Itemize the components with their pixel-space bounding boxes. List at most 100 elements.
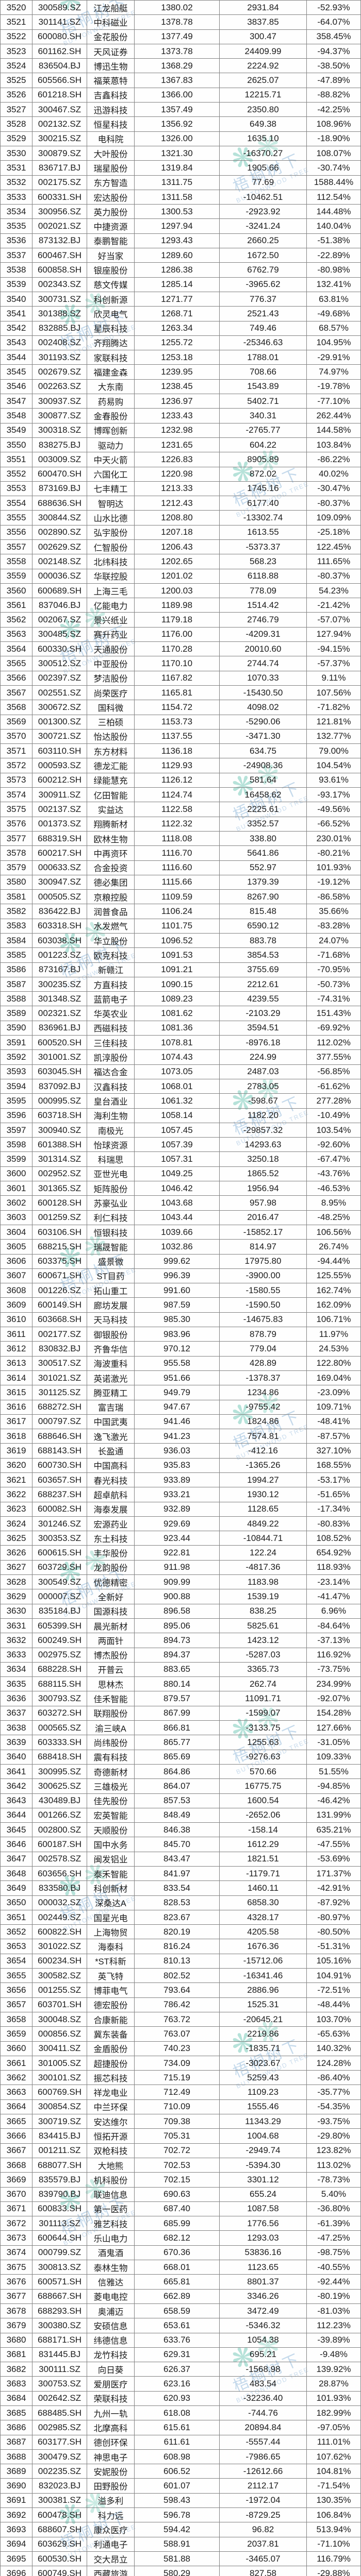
table-row: 3558 002148.SZ 北纬科技 1202.65 568.23 111.6…: [1, 554, 361, 569]
table-row: 3535 002021.SZ 中捷资源 1297.94 -3241.24 140…: [1, 219, 361, 234]
cell-stock-name: 合金投资: [87, 860, 135, 875]
cell-value-previous: 53836.16: [220, 2245, 307, 2261]
cell-value-previous: -5373.37: [220, 539, 307, 555]
cell-stock-code: 300549.SZ: [32, 1575, 87, 1590]
cell-stock-code: 300485.SZ: [32, 627, 87, 642]
cell-rank: 3621: [1, 1472, 32, 1488]
cell-stock-code: 688293.SH: [32, 2303, 87, 2319]
cell-stock-name: 奥浦迈: [87, 2303, 135, 2319]
cell-stock-code: 000036.SZ: [32, 569, 87, 584]
cell-value-current: 1226.83: [135, 452, 220, 467]
table-row: 3525 605566.SH 福莱蒽特 1367.83 2625.07 -47.…: [1, 73, 361, 88]
cell-change-percent: -87.57%: [307, 1429, 361, 1444]
table-row: 3626 600615.SH 丰华股份 922.81 122.24 654.92…: [1, 1546, 361, 1561]
cell-value-previous: -9755.42: [220, 1400, 307, 1415]
cell-value-current: 710.09: [135, 2099, 220, 2115]
cell-stock-code: 603657.SH: [32, 1472, 87, 1488]
cell-value-previous: 2016.47: [220, 1210, 307, 1225]
cell-stock-code: 300318.SZ: [32, 423, 87, 438]
cell-value-current: 1058.14: [135, 1108, 220, 1123]
cell-stock-name: 腾亚精工: [87, 1385, 135, 1400]
cell-value-previous: 1087.58: [220, 2201, 307, 2217]
cell-stock-code: 603668.SH: [32, 1312, 87, 1328]
cell-value-previous: 12215.71: [220, 88, 307, 103]
cell-change-percent: 63.81%: [307, 292, 361, 307]
table-row: 3524 836504.BJ 博迅生物 1368.29 2224.92 -38.…: [1, 59, 361, 74]
cell-stock-name: 海波重科: [87, 1356, 135, 1371]
cell-change-percent: -52.93%: [307, 1, 361, 15]
table-row: 3581 000505.SZ 京粮控股 1109.59 8267.90 -86.…: [1, 890, 361, 905]
cell-change-percent: -80.21%: [307, 846, 361, 861]
cell-change-percent: -80.19%: [307, 2289, 361, 2304]
cell-value-previous: 695.21: [220, 2347, 307, 2363]
cell-stock-code: 835579.BJ: [32, 2173, 87, 2188]
cell-stock-name: 药易购: [87, 394, 135, 409]
table-row: 3561 837046.BJ 亿能电力 1189.98 1514.42 -21.…: [1, 598, 361, 613]
cell-rank: 3614: [1, 1370, 32, 1386]
cell-value-previous: 16775.75: [220, 1779, 307, 1794]
cell-value-previous: 2931.84: [220, 1, 307, 15]
cell-stock-name: 田野股份: [87, 2479, 135, 2494]
cell-value-previous: 340.31: [220, 409, 307, 423]
cell-value-previous: 6177.40: [220, 496, 307, 511]
cell-stock-code: 600520.SH: [32, 1036, 87, 1050]
table-row: 3553 873169.BJ 七丰精工 1213.33 1745.16 -30.…: [1, 481, 361, 497]
cell-stock-code: 600149.SH: [32, 1298, 87, 1313]
cell-value-current: 1208.80: [135, 511, 220, 526]
cell-stock-name: 福建金森: [87, 365, 135, 380]
cell-value-previous: 1514.42: [220, 598, 307, 613]
cell-stock-name: 中再资环: [87, 846, 135, 861]
cell-stock-code: 300731.SZ: [32, 292, 87, 307]
cell-value-current: 1081.36: [135, 1021, 220, 1036]
cell-value-previous: 2219.86: [220, 2027, 307, 2042]
table-row: 3675 300813.SZ 泰林生物 668.01 1123.65 -40.5…: [1, 2260, 361, 2275]
table-row: 3637 603272.SH 联翔股份 867.99 -1599.07 154.…: [1, 1706, 361, 1721]
cell-value-current: 687.40: [135, 2201, 220, 2217]
cell-value-current: 1061.32: [135, 1094, 220, 1109]
cell-rank: 3589: [1, 1006, 32, 1021]
table-row: 3679 300380.SZ 安硕信息 653.61 -5346.32 112.…: [1, 2318, 361, 2333]
cell-rank: 3669: [1, 2173, 32, 2188]
cell-value-current: 955.58: [135, 1356, 220, 1371]
cell-value-current: 1089.23: [135, 992, 220, 1007]
cell-rank: 3670: [1, 2187, 32, 2202]
cell-rank: 3543: [1, 335, 32, 351]
cell-stock-code: 833580.BJ: [32, 1881, 87, 1896]
cell-change-percent: -30.47%: [307, 481, 361, 497]
cell-stock-code: 600822.SH: [32, 1925, 87, 1940]
cell-value-current: 1271.77: [135, 292, 220, 307]
cell-value-previous: -32236.40: [220, 2391, 307, 2406]
cell-stock-code: 832023.BJ: [32, 2479, 87, 2494]
cell-rank: 3632: [1, 1633, 32, 1648]
cell-stock-code: 688272.SH: [32, 1400, 87, 1415]
cell-rank: 3679: [1, 2318, 32, 2333]
cell-stock-code: 301113.SZ: [32, 2216, 87, 2231]
cell-rank: 3573: [1, 773, 32, 788]
cell-value-current: 598.43: [135, 2493, 220, 2509]
cell-rank: 3522: [1, 29, 32, 44]
cell-rank: 3688: [1, 2449, 32, 2465]
cell-value-previous: -3965.62: [220, 277, 307, 292]
cell-rank: 3582: [1, 904, 32, 919]
table-row: 3693 688607.SH 康众医疗 594.42 96.82 513.94%: [1, 2522, 361, 2537]
cell-value-current: 1357.49: [135, 103, 220, 117]
table-row: 3534 300956.SZ 英力股份 1300.53 -2923.92 144…: [1, 205, 361, 219]
cell-change-percent: 121.81%: [307, 715, 361, 730]
table-row: 3590 836961.BJ 西磁科技 1081.36 3594.51 -69.…: [1, 1021, 361, 1036]
table-row: 3638 000565.SZ 渝三峡A 866.81 -3133.75 127.…: [1, 1721, 361, 1736]
cell-stock-code: 000505.SZ: [32, 890, 87, 905]
cell-stock-code: 603701.SH: [32, 1997, 87, 2012]
table-row: 3685 688485.SH 九州一轨 618.08 -744.76 182.9…: [1, 2405, 361, 2421]
table-row: 3578 600217.SH 中再资环 1116.70 5641.86 -80.…: [1, 846, 361, 861]
cell-stock-code: 300956.SZ: [32, 205, 87, 219]
cell-rank: 3607: [1, 1268, 32, 1284]
cell-stock-name: 乐山电力: [87, 2231, 135, 2246]
cell-change-percent: -35.77%: [307, 2085, 361, 2100]
cell-rank: 3529: [1, 131, 32, 146]
cell-change-percent: 168.55%: [307, 1458, 361, 1473]
table-row: 3640 688418.SH 震有科技 865.69 -9276.63 109.…: [1, 1750, 361, 1765]
cell-value-previous: 8801.37: [220, 2275, 307, 2290]
cell-value-previous: 1776.56: [220, 2216, 307, 2231]
cell-rank: 3574: [1, 788, 32, 803]
cell-stock-name: 七丰精工: [87, 481, 135, 497]
